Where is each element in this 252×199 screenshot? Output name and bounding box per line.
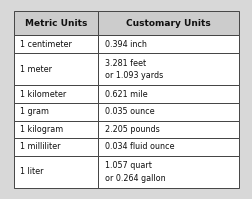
Text: 2.205 pounds: 2.205 pounds [104,125,159,134]
Text: 0.035 ounce: 0.035 ounce [104,107,154,116]
FancyBboxPatch shape [98,103,238,121]
FancyBboxPatch shape [98,35,238,53]
Text: 1 kilogram: 1 kilogram [20,125,63,134]
FancyBboxPatch shape [14,86,98,103]
FancyBboxPatch shape [98,156,238,188]
FancyBboxPatch shape [14,138,98,156]
Text: Metric Units: Metric Units [25,19,87,28]
FancyBboxPatch shape [14,53,98,86]
FancyBboxPatch shape [14,103,98,121]
Text: 1 liter: 1 liter [20,167,44,176]
FancyBboxPatch shape [14,121,98,138]
FancyBboxPatch shape [98,11,238,35]
FancyBboxPatch shape [14,156,98,188]
Text: 1 kilometer: 1 kilometer [20,90,66,99]
FancyBboxPatch shape [14,11,98,35]
Text: 1 milliliter: 1 milliliter [20,142,60,151]
Text: 1 centimeter: 1 centimeter [20,40,72,49]
FancyBboxPatch shape [98,86,238,103]
Text: 1.057 quart
or 0.264 gallon: 1.057 quart or 0.264 gallon [104,161,165,183]
FancyBboxPatch shape [98,121,238,138]
Text: 1 meter: 1 meter [20,65,52,74]
Text: 0.034 fluid ounce: 0.034 fluid ounce [104,142,173,151]
Text: 1 gram: 1 gram [20,107,49,116]
Text: 3.281 feet
or 1.093 yards: 3.281 feet or 1.093 yards [104,59,162,80]
FancyBboxPatch shape [14,35,98,53]
Text: 0.621 mile: 0.621 mile [104,90,147,99]
FancyBboxPatch shape [98,53,238,86]
Text: Customary Units: Customary Units [126,19,210,28]
Text: 0.394 inch: 0.394 inch [104,40,146,49]
FancyBboxPatch shape [98,138,238,156]
